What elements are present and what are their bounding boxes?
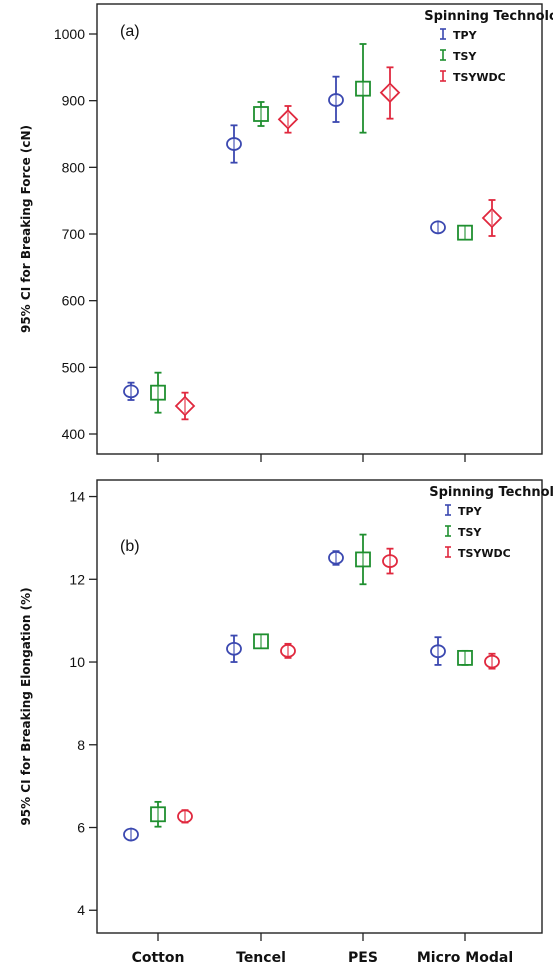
series-tsywdc bbox=[174, 66, 503, 421]
legend-entry-tsy: TSY bbox=[458, 526, 482, 539]
series-tsy bbox=[150, 533, 473, 828]
plot-frame bbox=[96, 3, 543, 455]
y-tick-label: 500 bbox=[62, 359, 86, 375]
chart-panel-b: 4 6 8 10 12 14 95% CI for Breaking Elongation … bbox=[19, 479, 553, 966]
y-tick-label: 10 bbox=[69, 654, 85, 670]
x-tick-label: PES bbox=[348, 950, 378, 966]
legend-title: Spinning Technology bbox=[424, 9, 553, 24]
y-tick-label: 14 bbox=[69, 489, 85, 505]
panel-label: (b) bbox=[120, 538, 140, 555]
y-tick-label: 700 bbox=[62, 226, 86, 242]
legend-entry-tpy: TPY bbox=[458, 505, 483, 518]
y-tick-label: 4 bbox=[77, 902, 85, 918]
y-tick-label: 400 bbox=[62, 426, 86, 442]
legend-title: Spinning Technology bbox=[429, 485, 553, 500]
y-tick-label: 12 bbox=[69, 571, 85, 587]
y-tick-label: 1000 bbox=[54, 26, 85, 42]
legend-entry-tsywdc: TSYWDC bbox=[453, 71, 506, 84]
y-axis-label: 95% CI for Breaking Elongation (%) bbox=[19, 587, 33, 825]
y-tick-label: 8 bbox=[77, 737, 85, 753]
series-tpy bbox=[123, 550, 446, 842]
series-tpy bbox=[123, 75, 446, 401]
y-axis-label: 95% CI for Breaking Force (cN) bbox=[19, 125, 33, 333]
x-tick-label: Micro Modal bbox=[417, 950, 513, 966]
y-tick-label: 600 bbox=[62, 293, 86, 309]
legend-entry-tsywdc: TSYWDC bbox=[458, 547, 511, 560]
y-tick-label: 800 bbox=[62, 159, 86, 175]
panel-label: (a) bbox=[120, 23, 140, 40]
plot-frame bbox=[96, 479, 543, 934]
legend-entry-tsy: TSY bbox=[453, 50, 477, 63]
y-tick-label: 900 bbox=[62, 93, 86, 109]
x-tick-label: Cotton bbox=[132, 950, 185, 966]
x-tick-label: Tencel bbox=[236, 950, 286, 966]
chart-panel-a: 400 500 600 700 800 900 1000 95% CI for Breakin… bbox=[19, 3, 553, 462]
series-tsy bbox=[150, 43, 473, 414]
y-tick-label: 6 bbox=[77, 820, 85, 836]
legend-entry-tpy: TPY bbox=[453, 29, 478, 42]
series-tsywdc bbox=[177, 547, 500, 824]
